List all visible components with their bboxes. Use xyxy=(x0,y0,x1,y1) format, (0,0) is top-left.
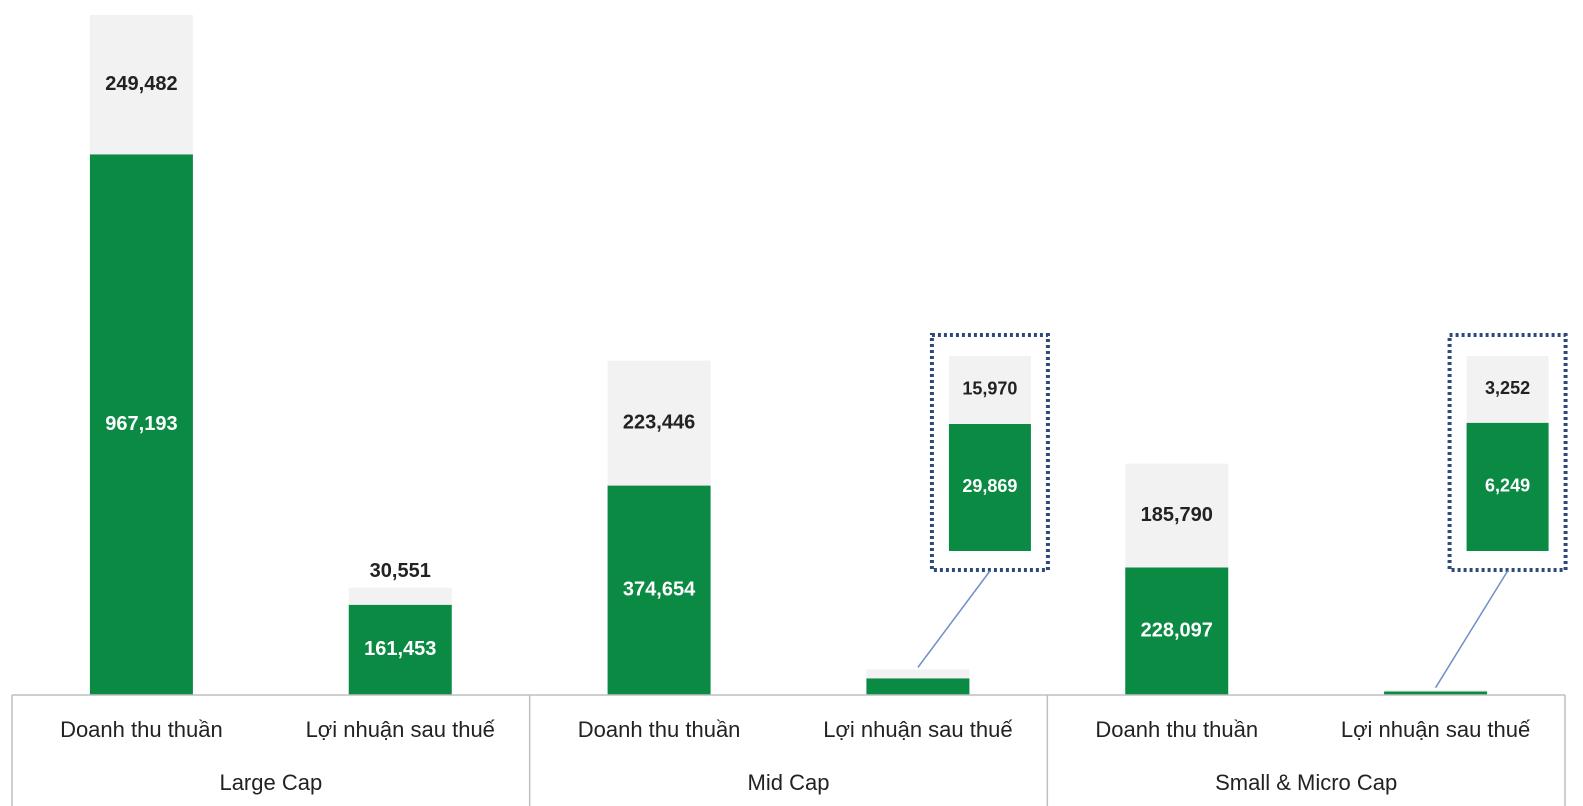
bar-segment xyxy=(348,604,452,695)
value-label: 249,482 xyxy=(105,73,177,95)
value-label: 30,551 xyxy=(370,560,431,582)
group-label: Large Cap xyxy=(219,770,322,795)
bar-segment xyxy=(866,669,970,679)
callout-bar-segment xyxy=(1466,422,1549,551)
bar-segment xyxy=(1384,691,1488,695)
bar-segment xyxy=(607,485,711,695)
value-label: 3,252 xyxy=(1485,378,1530,398)
value-label: 374,654 xyxy=(623,579,696,601)
value-label: 185,790 xyxy=(1141,504,1213,526)
value-label: 161,453 xyxy=(364,638,436,660)
x-tick-label: Doanh thu thuần xyxy=(60,717,223,742)
callout-bar-segment xyxy=(1466,356,1549,423)
x-tick-label: Lợi nhuận sau thuế xyxy=(306,717,495,742)
value-label: 223,446 xyxy=(623,411,695,433)
callout-box xyxy=(929,333,1050,572)
bar-segment xyxy=(866,678,970,695)
x-tick-label: Lợi nhuận sau thuế xyxy=(1341,717,1530,742)
callout-bar-segment xyxy=(948,423,1031,551)
callout-leader xyxy=(917,570,991,668)
value-label: 6,249 xyxy=(1485,476,1530,496)
value-label: 15,970 xyxy=(962,379,1017,399)
bar-segment xyxy=(607,360,711,486)
bar-segment xyxy=(89,14,193,155)
bar-segment xyxy=(1384,689,1488,692)
value-label: 228,097 xyxy=(1141,620,1213,642)
bar-segment xyxy=(89,154,193,696)
bar-segment xyxy=(1125,463,1229,568)
group-label: Mid Cap xyxy=(748,770,830,795)
x-tick-label: Doanh thu thuần xyxy=(1095,717,1258,742)
x-tick-label: Lợi nhuận sau thuế xyxy=(823,717,1012,742)
callout-leader xyxy=(1434,570,1509,689)
x-tick-label: Doanh thu thuần xyxy=(578,717,741,742)
bar-segment xyxy=(1125,567,1229,695)
callout-bar-segment xyxy=(948,356,1031,424)
group-label: Small & Micro Cap xyxy=(1215,770,1397,795)
callout-box xyxy=(1447,333,1568,572)
value-label: 967,193 xyxy=(105,413,177,435)
value-label: 29,869 xyxy=(962,476,1017,496)
bar-segment xyxy=(348,587,452,605)
